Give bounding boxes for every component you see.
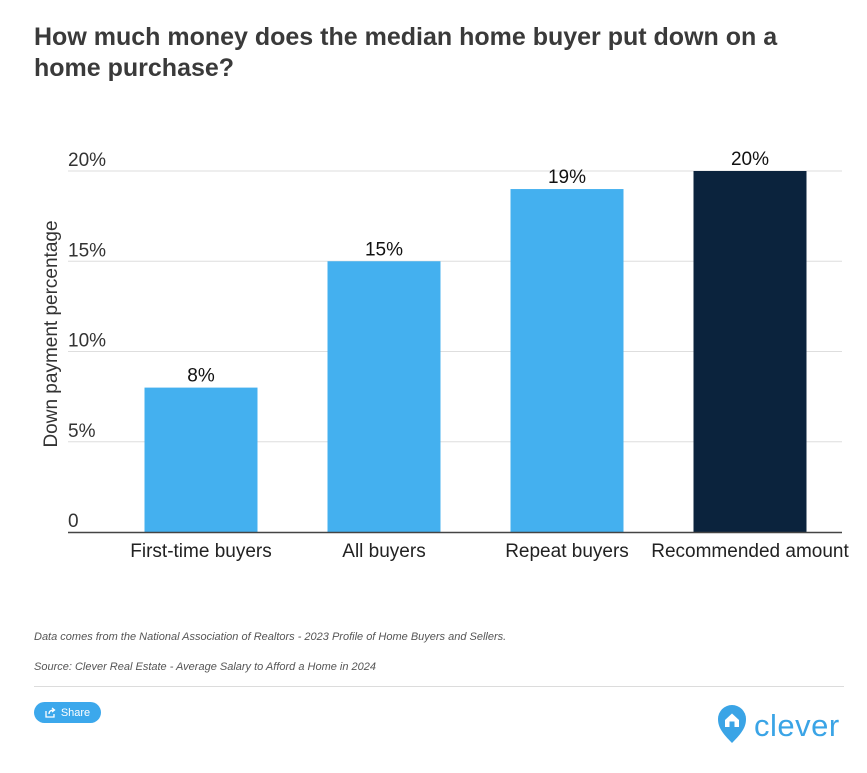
share-icon bbox=[45, 707, 56, 718]
y-tick-label: 15% bbox=[68, 240, 106, 261]
y-tick-label: 5% bbox=[68, 421, 96, 442]
bar-chart: 8% 15% 19% 20% 0 5% 10% 15% 20% First-time buye… bbox=[41, 149, 849, 562]
x-tick-label: Recommended amount bbox=[651, 541, 849, 562]
clever-house-pin-icon bbox=[716, 703, 748, 750]
bar bbox=[693, 171, 807, 532]
share-label: Share bbox=[60, 706, 91, 719]
data-label: 8% bbox=[187, 366, 215, 387]
bars bbox=[144, 171, 807, 533]
divider bbox=[34, 686, 844, 687]
y-axis-ticks: 0 5% 10% 15% 20% bbox=[68, 150, 106, 532]
bar bbox=[327, 261, 441, 532]
bar bbox=[144, 387, 258, 532]
source-note: Source: Clever Real Estate - Average Sal… bbox=[34, 661, 376, 673]
x-tick-label: First-time buyers bbox=[130, 541, 271, 562]
data-label: 15% bbox=[365, 239, 403, 260]
logo-wordmark: clever bbox=[754, 708, 840, 743]
share-button[interactable]: Share bbox=[34, 702, 101, 723]
x-tick-label: Repeat buyers bbox=[505, 541, 629, 562]
y-tick-label: 10% bbox=[68, 331, 106, 352]
y-axis-label: Down payment percentage bbox=[41, 220, 62, 447]
clever-logo: clever bbox=[716, 704, 840, 748]
data-labels: 8% 15% 19% 20% bbox=[187, 149, 769, 387]
y-tick-label: 0 bbox=[68, 511, 79, 532]
chart-title: How much money does the median home buye… bbox=[34, 23, 778, 82]
data-note: Data comes from the National Association… bbox=[34, 631, 507, 643]
y-tick-label: 20% bbox=[68, 150, 106, 171]
data-label: 20% bbox=[731, 149, 769, 170]
data-label: 19% bbox=[548, 167, 586, 188]
x-axis-ticks: First-time buyers All buyers Repeat buyers… bbox=[130, 541, 849, 562]
bar bbox=[510, 189, 624, 533]
x-tick-label: All buyers bbox=[342, 541, 425, 562]
